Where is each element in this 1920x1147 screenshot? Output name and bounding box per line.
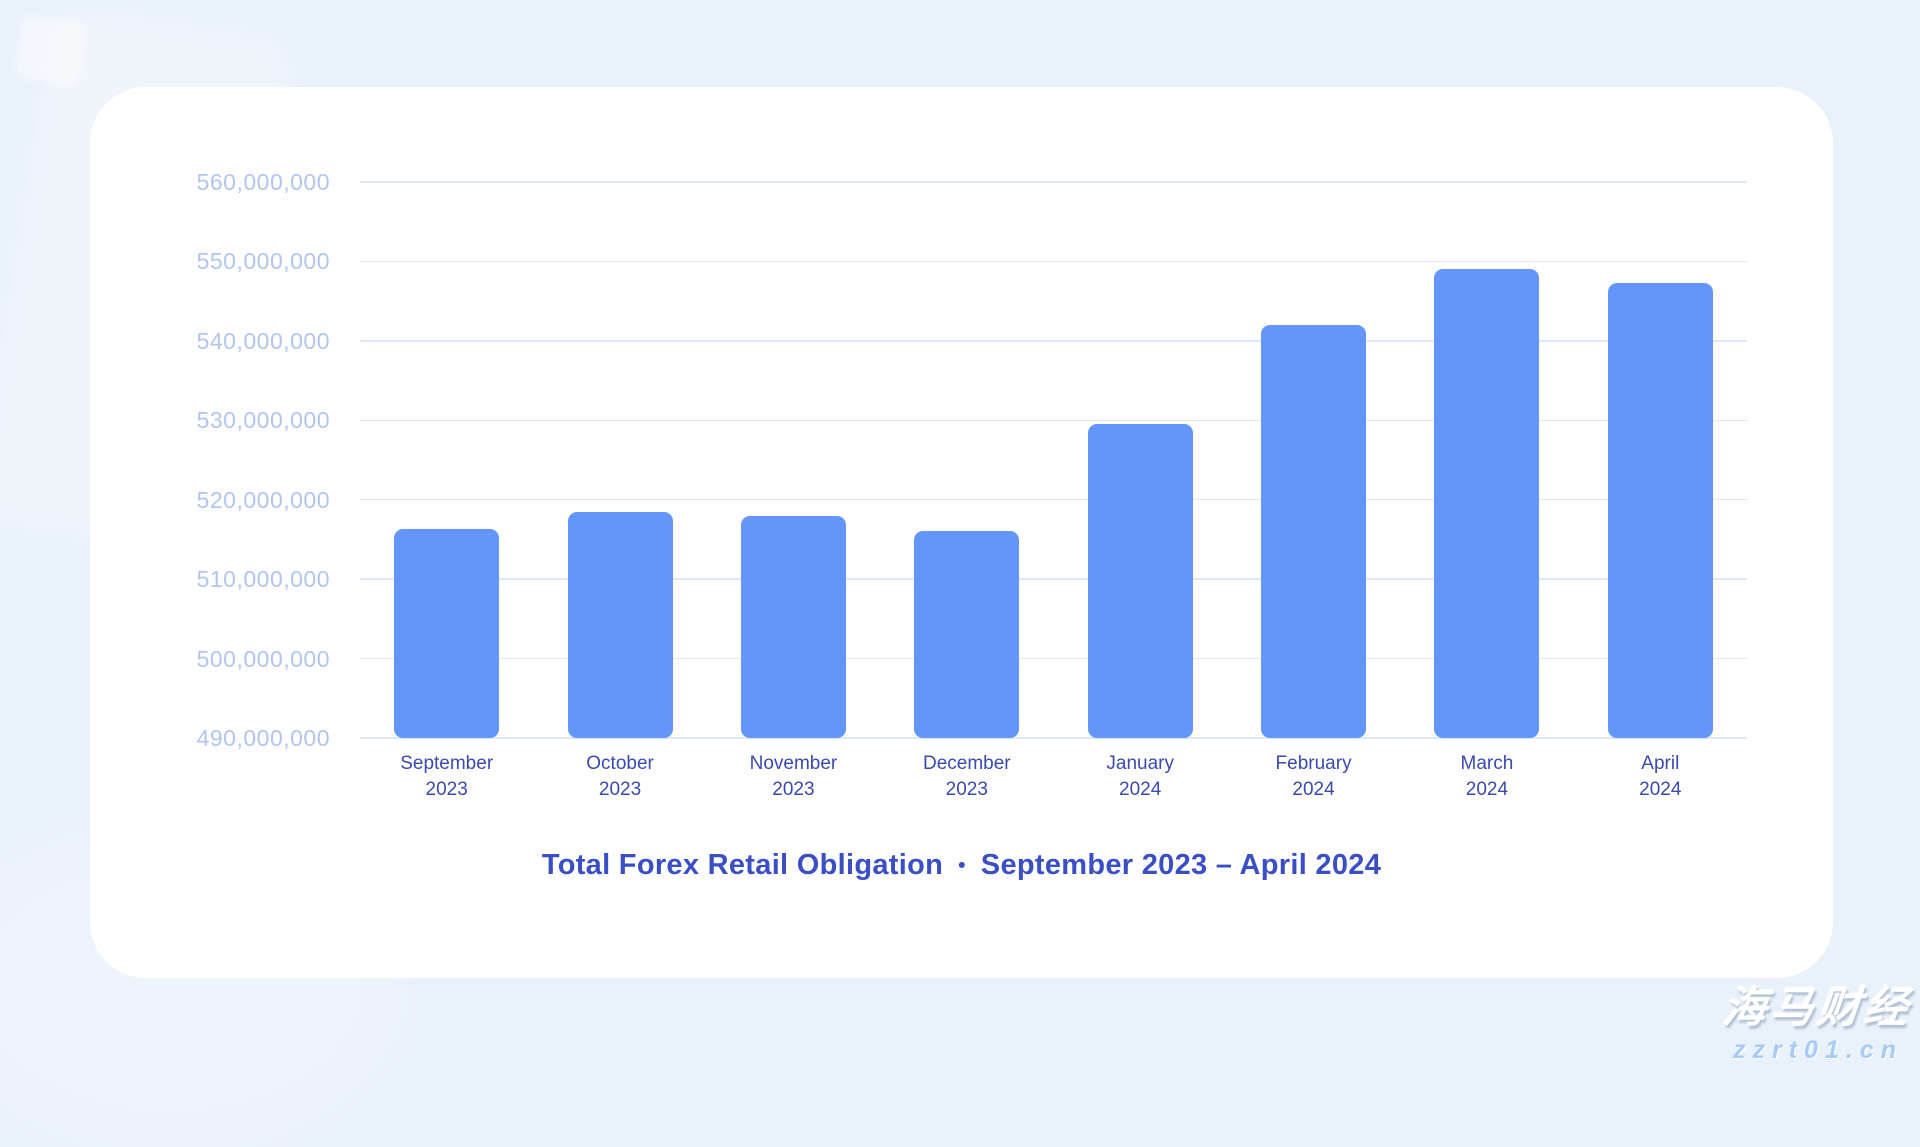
chart-title-date-range: September 2023 – April 2024: [981, 849, 1381, 882]
x-axis-label-year: 2024: [1400, 777, 1573, 803]
y-axis-tick-label: 550,000,000: [90, 246, 330, 276]
bar-november-2023: [741, 516, 846, 738]
y-axis-tick-label: 540,000,000: [90, 326, 330, 356]
x-axis-label-year: 2024: [1227, 777, 1400, 803]
x-axis-label-month: November: [707, 751, 880, 777]
chart-title-main: Total Forex Retail Obligation: [542, 849, 943, 882]
x-axis-label-year: 2023: [360, 777, 533, 803]
y-axis-tick-label: 490,000,000: [90, 723, 330, 753]
bar-december-2023: [914, 531, 1019, 738]
x-axis-label-year: 2023: [880, 777, 1053, 803]
y-axis-tick-label: 520,000,000: [90, 485, 330, 515]
bar-january-2024: [1088, 424, 1193, 738]
chart-card: Total Forex Retail Obligation • Septembe…: [90, 87, 1833, 978]
watermark-brand-text: 海马财经: [1721, 973, 1916, 1035]
y-axis-tick-label: 500,000,000: [90, 644, 330, 674]
x-axis-label-year: 2023: [533, 777, 706, 803]
y-axis-tick-label: 510,000,000: [90, 564, 330, 594]
x-axis-label-year: 2023: [707, 777, 880, 803]
chart-title: Total Forex Retail Obligation • Septembe…: [90, 849, 1833, 882]
screenshot-root: { "chart_data": { "type": "bar", "title_…: [0, 0, 1920, 1067]
y-gridline-490000000: [360, 737, 1747, 739]
bar-september-2023: [394, 529, 499, 738]
y-gridline-550000000: [360, 261, 1747, 263]
watermark-url-text: zzrt01.cn: [1724, 1036, 1912, 1065]
bar-march-2024: [1434, 269, 1539, 738]
bar-october-2023: [568, 512, 673, 738]
x-axis-label-month: December: [880, 751, 1053, 777]
chart-title-separator-dot: •: [958, 851, 966, 880]
plot-area: [360, 182, 1747, 738]
x-axis-label-month: February: [1227, 751, 1400, 777]
x-axis-label-month: April: [1574, 751, 1747, 777]
x-axis-label-month: September: [360, 751, 533, 777]
bar-april-2024: [1608, 283, 1713, 738]
x-axis-label-month: October: [533, 751, 706, 777]
x-axis-label-year: 2024: [1054, 777, 1227, 803]
background-corner-shape: [15, 15, 85, 85]
y-gridline-560000000: [360, 181, 1747, 183]
bar-february-2024: [1261, 325, 1366, 738]
x-axis-label-month: March: [1400, 751, 1573, 777]
x-axis-label-month: January: [1054, 751, 1227, 777]
watermark: 海马财经 zzrt01.cn: [1724, 973, 1912, 1065]
y-axis-tick-label: 560,000,000: [90, 167, 330, 197]
x-axis-label-year: 2024: [1574, 777, 1747, 803]
y-axis-tick-label: 530,000,000: [90, 405, 330, 435]
